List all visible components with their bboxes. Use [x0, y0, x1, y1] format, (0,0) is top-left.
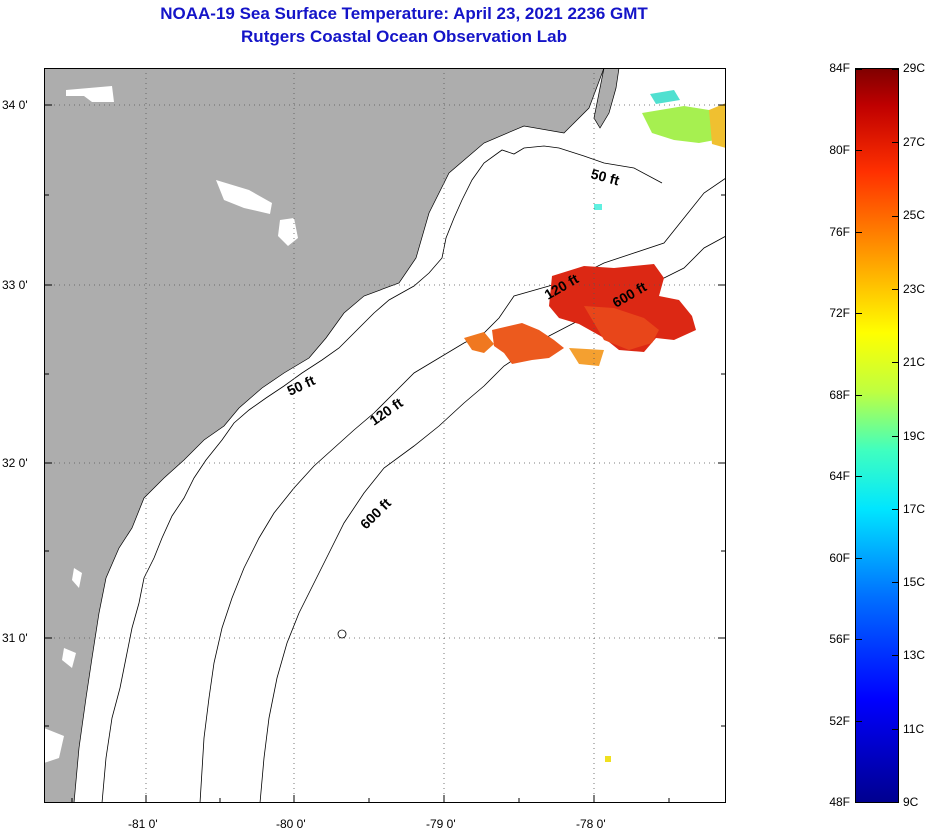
- colorbar-tick-f: [856, 476, 862, 478]
- cloud-patch: [44, 728, 64, 763]
- colorbar-tick-f: [856, 802, 862, 803]
- colorbar-tick-f: [856, 69, 862, 70]
- colorbar-tick-f: [856, 313, 862, 315]
- lat-lon-grid: [44, 68, 726, 803]
- lon-label: -78 0': [576, 817, 606, 831]
- colorbar-label-f: 84F: [829, 61, 850, 75]
- sst-patch: [584, 306, 659, 350]
- colorbar-label-c: 25C: [903, 208, 926, 222]
- colorbar-label-c: 11C: [903, 722, 925, 736]
- colorbar-label-f: 48F: [829, 795, 850, 809]
- colorbar-label-c: 15C: [903, 575, 926, 589]
- colorbar-tick-c: [892, 362, 898, 364]
- colorbar-label-c: 19C: [903, 429, 926, 443]
- map-title: NOAA-19 Sea Surface Temperature: April 2…: [160, 4, 648, 23]
- colorbar-label-c: 17C: [903, 502, 926, 516]
- sst-patch: [549, 264, 696, 352]
- contour-label: 600 ft: [357, 495, 394, 532]
- lat-label: 31 0': [2, 631, 28, 645]
- colorbar-label-f: 80F: [829, 143, 850, 157]
- colorbar-tick-c: [892, 802, 898, 803]
- colorbar-label-f: 72F: [829, 306, 850, 320]
- colorbar-tick-c: [892, 142, 898, 144]
- colorbar-tick-f: [856, 720, 862, 722]
- contour-seamount: [337, 629, 347, 639]
- sst-map: 50 ft 50 ft 120 ft 120 ft 600 ft 600 ft: [44, 68, 726, 803]
- sst-patch: [650, 90, 680, 104]
- colorbar-tick-c: [892, 655, 898, 657]
- sst-patch: [605, 756, 611, 762]
- colorbar-tick-c: [892, 435, 898, 437]
- sst-patch: [464, 332, 494, 353]
- colorbar-label-c: 29C: [903, 61, 926, 75]
- colorbar-tick-f: [856, 150, 862, 152]
- map-frame: [44, 68, 726, 803]
- lat-label: 34 0': [2, 98, 28, 112]
- colorbar-tick-c: [892, 508, 898, 510]
- lon-label: -79 0': [426, 817, 456, 831]
- colorbar-label-f: 76F: [829, 225, 850, 239]
- colorbar-label-c: 21C: [903, 355, 926, 369]
- contour-50ft: [101, 145, 663, 803]
- lon-label: -80 0': [276, 817, 306, 831]
- sst-patch: [569, 348, 604, 366]
- colorbar-tick-f: [856, 394, 862, 396]
- land-mass: [44, 68, 605, 803]
- colorbar-tick-c: [892, 582, 898, 584]
- sst-patch: [642, 106, 726, 143]
- temperature-colorbar: [855, 68, 899, 803]
- cloud-patch: [278, 218, 298, 246]
- colorbar-label-c: 23C: [903, 282, 926, 296]
- cloud-patch: [66, 86, 114, 102]
- colorbar-label-f: 68F: [829, 388, 850, 402]
- colorbar-tick-c: [892, 215, 898, 217]
- lat-label: 33 0': [2, 278, 28, 292]
- sst-patch: [594, 204, 602, 210]
- colorbar-tick-c: [892, 728, 898, 730]
- sst-patch: [709, 103, 726, 148]
- colorbar-tick-f: [856, 557, 862, 559]
- contour-120ft: [199, 177, 726, 803]
- sst-patch: [492, 323, 564, 364]
- lat-label: 32 0': [2, 456, 28, 470]
- colorbar-label-f: 56F: [829, 632, 850, 646]
- colorbar-tick-c: [892, 288, 898, 290]
- contour-label: 50 ft: [285, 372, 318, 399]
- cloud-patch: [216, 180, 272, 214]
- contour-label: 50 ft: [589, 165, 621, 188]
- map-subtitle: Rutgers Coastal Ocean Observation Lab: [241, 27, 567, 46]
- colorbar-label-f: 52F: [829, 714, 850, 728]
- sst-map-svg: 50 ft 50 ft 120 ft 120 ft 600 ft 600 ft: [44, 68, 726, 803]
- cloud-patch: [72, 568, 82, 588]
- colorbar-label-c: 27C: [903, 135, 926, 149]
- colorbar-label-f: 64F: [829, 469, 850, 483]
- colorbar-tick-f: [856, 231, 862, 233]
- cloud-patch: [62, 648, 76, 668]
- colorbar-label-c: 9C: [903, 795, 919, 809]
- colorbar-label-f: 60F: [829, 551, 850, 565]
- lon-label: -81 0': [128, 817, 158, 831]
- colorbar-tick-f: [856, 639, 862, 641]
- contour-label: 120 ft: [367, 394, 406, 428]
- colorbar-label-c: 13C: [903, 648, 926, 662]
- colorbar-tick-c: [892, 69, 898, 70]
